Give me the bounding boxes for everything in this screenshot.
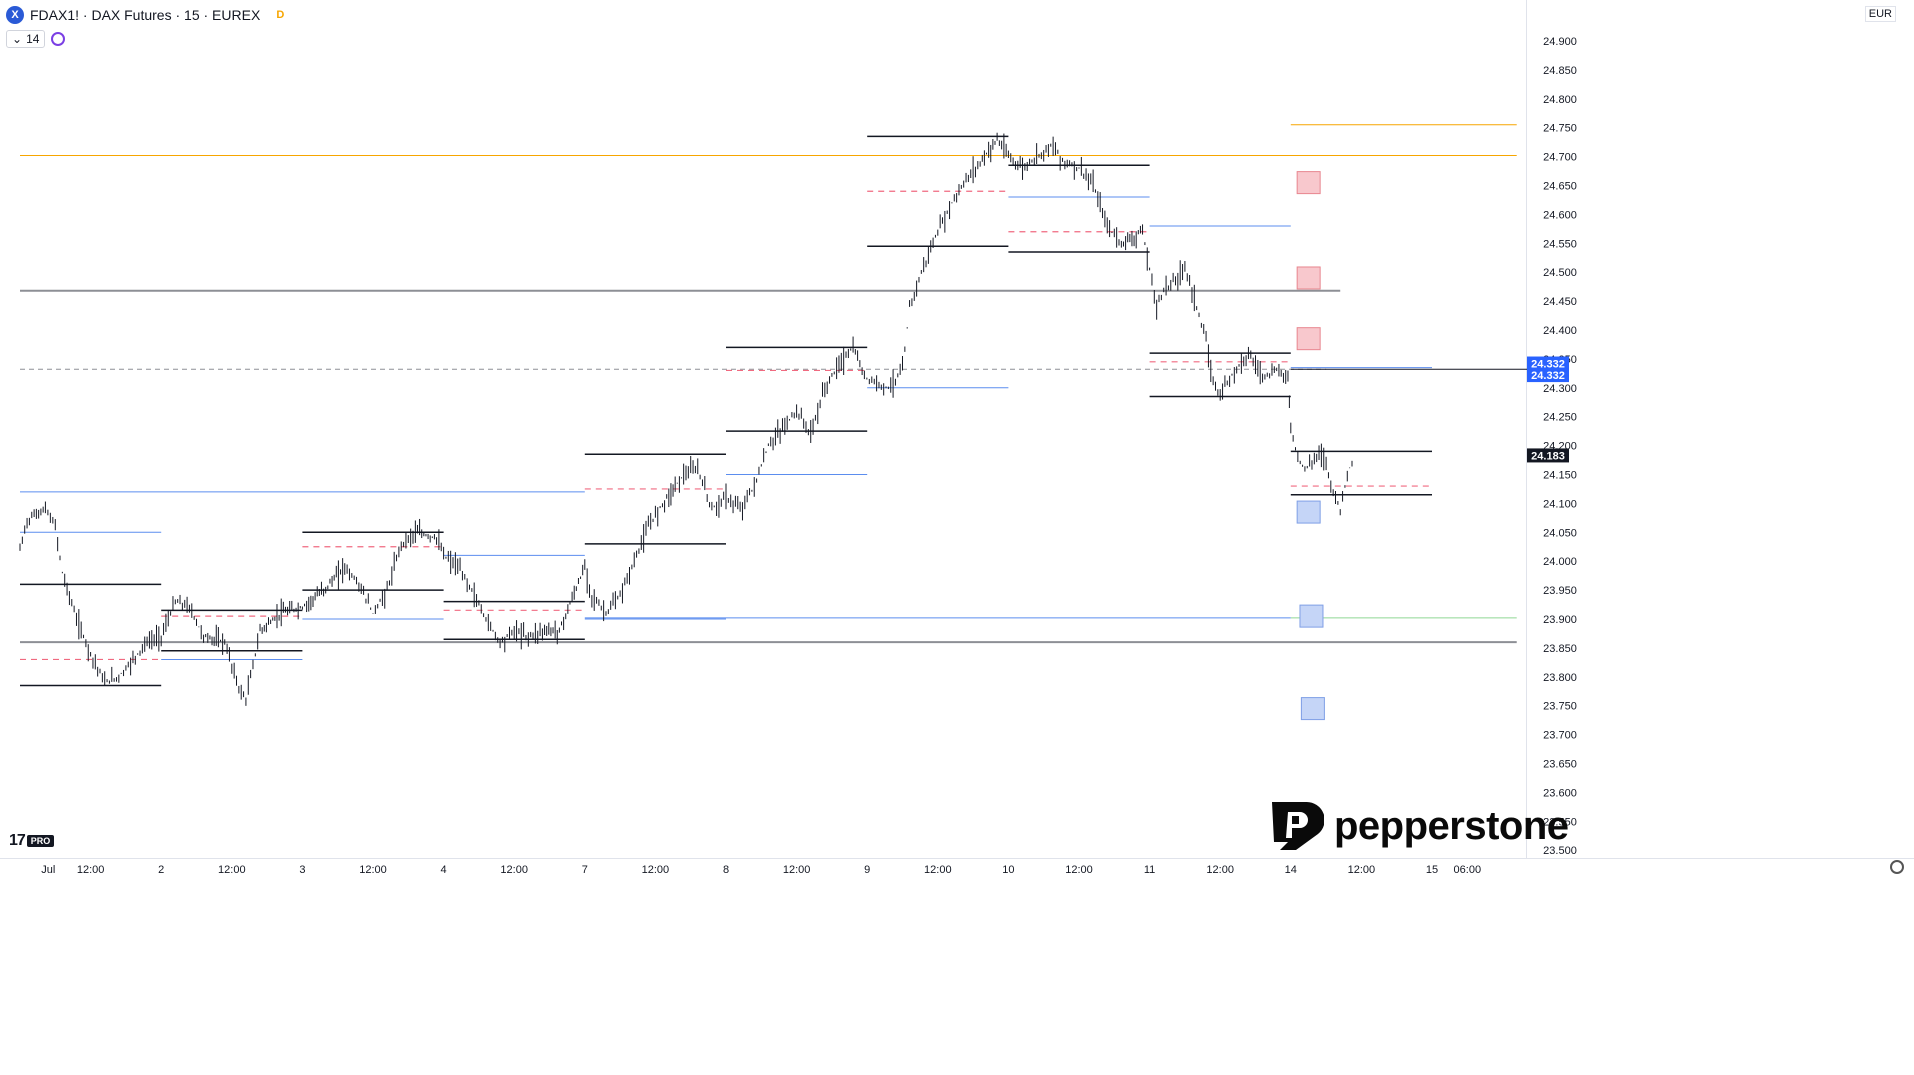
price-badge-label: 24.332 xyxy=(1531,370,1565,382)
price-badge xyxy=(1527,368,1569,383)
price-tick-label: 24.800 xyxy=(1543,94,1577,106)
delayed-data-badge[interactable]: D xyxy=(276,9,285,21)
price-tick-label: 24.500 xyxy=(1543,267,1577,279)
pepperstone-wordmark: pepperstone xyxy=(1334,803,1569,848)
time-tick-label: 06:00 xyxy=(1454,864,1482,876)
settings-gear-icon[interactable] xyxy=(1890,860,1904,874)
tradingview-logo[interactable]: 17 PRO xyxy=(9,832,55,850)
price-tick-label: 24.000 xyxy=(1543,556,1577,568)
price-tick-label: 24.550 xyxy=(1543,238,1577,250)
time-tick-label: 10 xyxy=(1002,864,1014,876)
price-tick-label: 24.850 xyxy=(1543,65,1577,77)
currency-label[interactable]: EUR xyxy=(1864,6,1896,22)
zone-box-blue xyxy=(1300,697,1325,721)
zone-box-red xyxy=(1296,327,1321,351)
price-tick-label: 24.600 xyxy=(1543,209,1577,221)
price-tick-label: 23.750 xyxy=(1543,701,1577,713)
time-tick-label: 3 xyxy=(299,864,305,876)
time-tick-label: 8 xyxy=(723,864,729,876)
price-tick-label: 24.750 xyxy=(1543,123,1577,135)
pepperstone-logo-icon xyxy=(1272,801,1324,850)
price-tick-label: 24.900 xyxy=(1543,36,1577,48)
indicator-toggle[interactable]: ⌄ 14 xyxy=(6,30,46,48)
pro-badge: PRO xyxy=(26,835,55,847)
chart-title[interactable]: FDAX1! · DAX Futures · 15 · EUREX xyxy=(30,7,261,23)
zone-box-red xyxy=(1296,266,1321,290)
time-tick-label: 7 xyxy=(582,864,588,876)
price-tick-label: 24.300 xyxy=(1543,383,1577,395)
price-tick-label: 24.450 xyxy=(1543,296,1577,308)
time-tick-label: 2 xyxy=(158,864,164,876)
time-tick-label: 12:00 xyxy=(1065,864,1093,876)
tv-mark: 17 xyxy=(9,832,26,849)
price-badge-label: 24.183 xyxy=(1531,450,1565,462)
zone-box-red xyxy=(1296,171,1321,195)
time-tick-label: 12:00 xyxy=(642,864,670,876)
price-tick-label: 24.250 xyxy=(1543,412,1577,424)
time-tick-label: 15 xyxy=(1426,864,1438,876)
indicator-row: ⌄ 14 xyxy=(6,30,66,48)
symbol-logo-icon[interactable]: X xyxy=(6,6,24,24)
time-tick-label: Jul xyxy=(41,864,55,876)
price-tick-label: 24.150 xyxy=(1543,470,1577,482)
time-tick-label: 12:00 xyxy=(783,864,811,876)
price-tick-label: 23.700 xyxy=(1543,730,1577,742)
price-tick-label: 24.050 xyxy=(1543,527,1577,539)
indicator-value: 14 xyxy=(26,32,40,46)
price-badge xyxy=(1527,448,1569,463)
chart-header: X FDAX1! · DAX Futures · 15 · EUREX D xyxy=(6,4,288,26)
price-tick-label: 24.650 xyxy=(1543,181,1577,193)
price-tick-label: 23.850 xyxy=(1543,643,1577,655)
time-tick-label: 12:00 xyxy=(500,864,528,876)
pepperstone-branding: pepperstone xyxy=(1266,798,1569,854)
time-tick-label: 12:00 xyxy=(1348,864,1376,876)
time-tick-label: 11 xyxy=(1144,864,1155,876)
time-tick-label: 12:00 xyxy=(77,864,105,876)
price-badge-label: 24.332 xyxy=(1531,359,1565,371)
time-tick-label: 4 xyxy=(441,864,447,876)
price-tick-label: 23.600 xyxy=(1543,787,1577,799)
sync-icon[interactable] xyxy=(51,32,66,46)
price-tick-label: 24.400 xyxy=(1543,325,1577,337)
price-badge xyxy=(1527,356,1569,371)
price-tick-label: 23.800 xyxy=(1543,672,1577,684)
time-tick-label: 12:00 xyxy=(359,864,387,876)
time-tick-label: 9 xyxy=(864,864,870,876)
chevron-down-icon[interactable]: ⌄ xyxy=(12,32,23,46)
price-tick-label: 23.550 xyxy=(1543,816,1577,828)
price-tick-label: 23.500 xyxy=(1543,845,1577,857)
price-tick-label: 24.100 xyxy=(1543,498,1577,510)
zone-box-blue xyxy=(1299,604,1324,628)
zone-box-blue xyxy=(1296,500,1321,524)
time-tick-label: 12:00 xyxy=(1206,864,1234,876)
time-tick-label: 14 xyxy=(1285,864,1297,876)
time-tick-label: 12:00 xyxy=(218,864,246,876)
price-tick-label: 24.700 xyxy=(1543,152,1577,164)
price-tick-label: 23.650 xyxy=(1543,759,1577,771)
time-tick-label: 12:00 xyxy=(924,864,952,876)
price-tick-label: 23.900 xyxy=(1543,614,1577,626)
price-tick-label: 23.950 xyxy=(1543,585,1577,597)
